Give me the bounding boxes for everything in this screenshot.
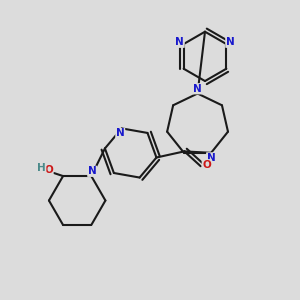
Text: O: O (44, 165, 53, 176)
Text: N: N (176, 37, 184, 47)
Text: N: N (193, 84, 202, 94)
Text: N: N (116, 128, 124, 138)
Text: H: H (37, 163, 46, 173)
Text: N: N (207, 153, 215, 163)
Text: O: O (202, 160, 211, 170)
Text: N: N (88, 166, 97, 176)
Text: N: N (226, 37, 235, 47)
